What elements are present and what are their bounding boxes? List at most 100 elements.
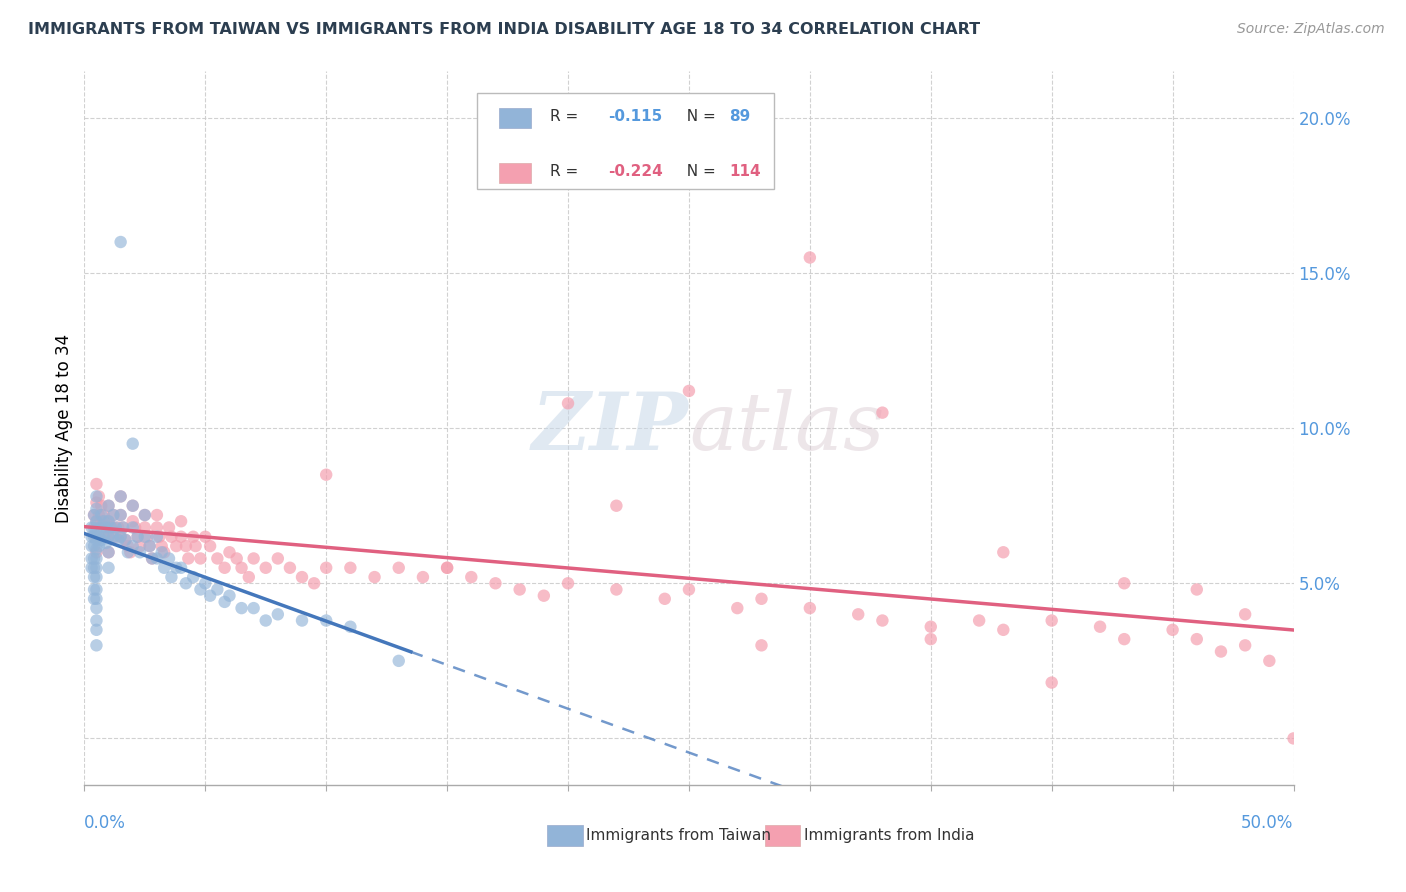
Point	[117, 545, 139, 559]
Point	[278, 561, 301, 575]
Point	[134, 530, 156, 544]
Point	[218, 545, 240, 559]
Point	[557, 576, 579, 591]
Point	[93, 514, 115, 528]
Point	[267, 607, 290, 622]
Point	[107, 533, 129, 547]
Point	[86, 477, 108, 491]
Point	[1185, 632, 1208, 647]
Text: ZIP: ZIP	[531, 390, 689, 467]
Point	[678, 582, 700, 597]
Point	[339, 561, 361, 575]
Point	[146, 551, 169, 566]
Point	[198, 589, 221, 603]
Point	[104, 520, 127, 534]
Point	[80, 551, 103, 566]
Point	[225, 551, 247, 566]
Point	[86, 582, 108, 597]
Point	[90, 533, 112, 547]
Point	[86, 501, 108, 516]
Point	[157, 520, 180, 534]
Point	[97, 545, 120, 559]
Text: -0.224: -0.224	[607, 164, 662, 179]
Point	[993, 545, 1015, 559]
Point	[90, 520, 112, 534]
Point	[86, 490, 108, 504]
Point	[218, 589, 240, 603]
Point	[1114, 576, 1136, 591]
Point	[1234, 638, 1257, 652]
Point	[141, 551, 163, 566]
Point	[86, 530, 108, 544]
Text: IMMIGRANTS FROM TAIWAN VS IMMIGRANTS FROM INDIA DISABILITY AGE 18 TO 34 CORRELAT: IMMIGRANTS FROM TAIWAN VS IMMIGRANTS FRO…	[28, 22, 980, 37]
Text: 114: 114	[728, 164, 761, 179]
Text: 89: 89	[728, 109, 749, 124]
Point	[267, 551, 290, 566]
Point	[160, 530, 183, 544]
Point	[184, 539, 207, 553]
Point	[87, 508, 110, 522]
Point	[388, 561, 411, 575]
Point	[83, 591, 105, 606]
Text: Immigrants from Taiwan: Immigrants from Taiwan	[586, 828, 770, 843]
Point	[94, 536, 117, 550]
Text: R =: R =	[550, 164, 588, 179]
Point	[242, 601, 264, 615]
Point	[920, 632, 942, 647]
Point	[150, 539, 173, 553]
Point	[112, 520, 135, 534]
FancyBboxPatch shape	[547, 825, 582, 846]
Point	[90, 508, 112, 522]
Point	[94, 530, 117, 544]
Point	[86, 542, 108, 557]
Point	[872, 406, 894, 420]
Point	[339, 620, 361, 634]
Text: 50.0%: 50.0%	[1241, 814, 1294, 831]
Point	[93, 520, 115, 534]
Point	[1088, 620, 1111, 634]
Point	[83, 539, 105, 553]
Point	[103, 508, 125, 522]
Point	[207, 582, 229, 597]
Point	[112, 520, 135, 534]
Point	[86, 623, 108, 637]
Point	[80, 561, 103, 575]
Point	[181, 530, 204, 544]
Point	[117, 539, 139, 553]
Point	[80, 520, 103, 534]
Point	[1161, 623, 1184, 637]
Point	[83, 508, 105, 522]
Point	[1282, 731, 1305, 746]
Point	[94, 520, 117, 534]
Point	[134, 508, 156, 522]
FancyBboxPatch shape	[765, 825, 800, 846]
Point	[121, 520, 143, 534]
Point	[207, 551, 229, 566]
Point	[678, 384, 700, 398]
Point	[315, 561, 337, 575]
Point	[80, 530, 103, 544]
Point	[460, 570, 482, 584]
Point	[1209, 644, 1232, 658]
Point	[138, 539, 160, 553]
Point	[1185, 582, 1208, 597]
Point	[86, 614, 108, 628]
Point	[83, 508, 105, 522]
Point	[993, 623, 1015, 637]
Text: atlas: atlas	[689, 390, 884, 467]
Point	[412, 570, 434, 584]
Point	[751, 591, 773, 606]
Y-axis label: Disability Age 18 to 34: Disability Age 18 to 34	[55, 334, 73, 523]
Point	[110, 235, 132, 249]
Point	[254, 614, 277, 628]
Point	[121, 539, 143, 553]
Point	[80, 539, 103, 553]
Point	[1258, 654, 1281, 668]
Point	[94, 514, 117, 528]
Point	[214, 561, 236, 575]
Point	[153, 545, 176, 559]
Text: -0.115: -0.115	[607, 109, 662, 124]
Point	[484, 576, 506, 591]
Point	[97, 514, 120, 528]
Point	[315, 467, 337, 482]
